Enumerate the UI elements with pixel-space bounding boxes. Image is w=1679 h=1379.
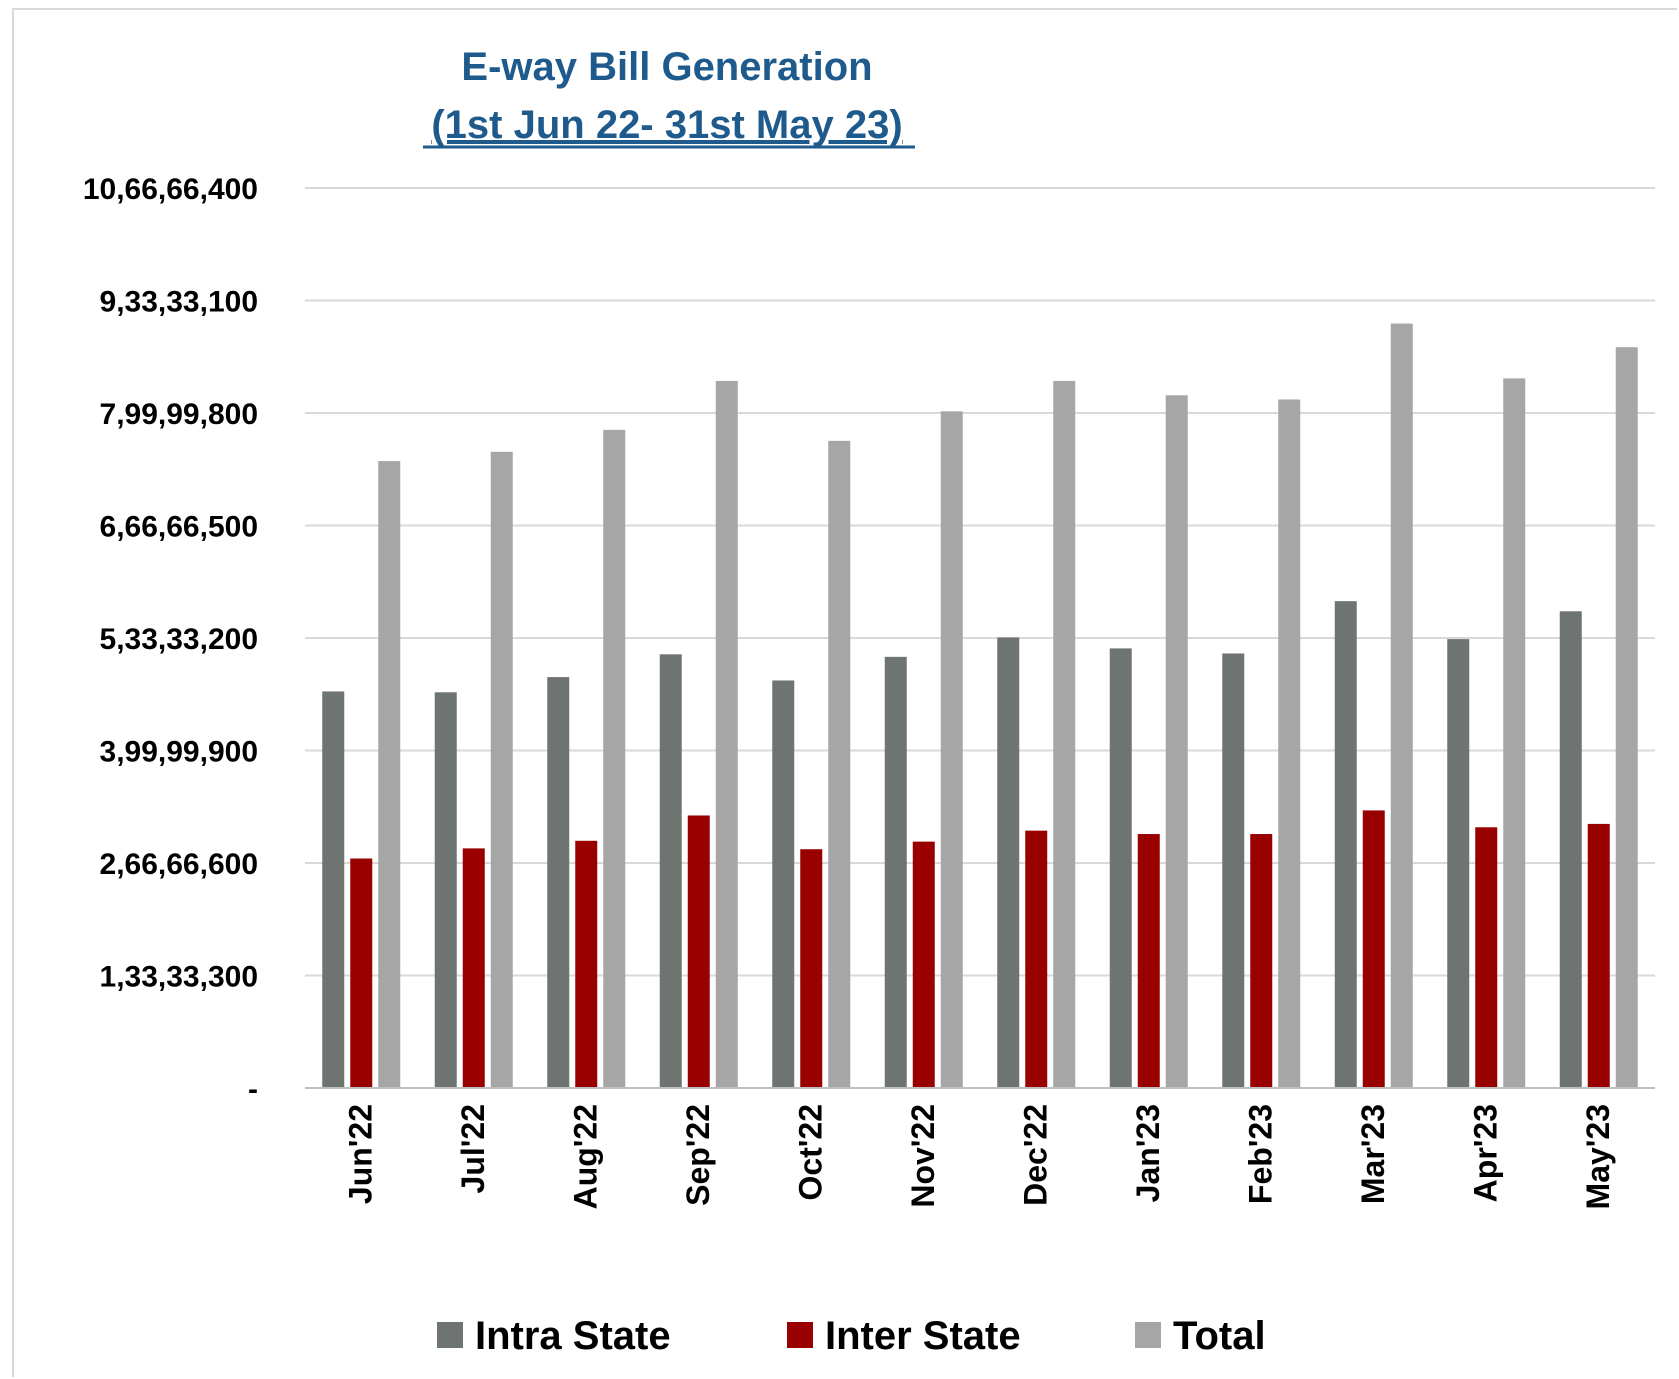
- bar-total: [491, 452, 513, 1088]
- bar-inter-state: [913, 842, 935, 1088]
- bar-inter-state: [463, 848, 485, 1088]
- bar-intra-state: [547, 677, 569, 1088]
- y-tick-label: 9,33,33,100: [100, 286, 258, 319]
- bar-total: [1503, 378, 1525, 1088]
- bar-inter-state: [1588, 824, 1610, 1088]
- bar-intra-state: [997, 637, 1019, 1088]
- x-tick-label: Jun'22: [342, 1104, 378, 1204]
- bar-total: [828, 441, 850, 1088]
- bar-inter-state: [575, 841, 597, 1088]
- bar-inter-state: [1250, 834, 1272, 1088]
- bar-inter-state: [688, 815, 710, 1088]
- y-tick-label: 7,99,99,800: [100, 398, 258, 431]
- bar-total: [1166, 395, 1188, 1088]
- x-tick-label: May'23: [1580, 1104, 1616, 1209]
- bar-inter-state: [350, 858, 372, 1088]
- bar-total: [941, 411, 963, 1088]
- bar-inter-state: [1475, 827, 1497, 1088]
- bar-total: [1278, 399, 1300, 1088]
- bar-total: [716, 381, 738, 1088]
- y-axis-ticks: - 1,33,33,300 2,66,66,600 3,99,99,900 5,33,3…: [83, 173, 258, 1106]
- x-tick-label: Sep'22: [680, 1104, 716, 1206]
- legend-swatch-inter-state: [787, 1322, 813, 1348]
- bar-intra-state: [772, 680, 794, 1088]
- x-tick-label: Jan'23: [1130, 1104, 1166, 1202]
- legend-label-intra-state: Intra State: [475, 1314, 671, 1358]
- x-tick-label: Dec'22: [1017, 1104, 1053, 1206]
- bar-total: [1391, 324, 1413, 1088]
- legend-swatch-total: [1135, 1322, 1161, 1348]
- bar-intra-state: [322, 691, 344, 1088]
- x-tick-label: Mar'23: [1355, 1104, 1391, 1204]
- y-tick-label: 6,66,66,500: [100, 511, 258, 544]
- x-axis-ticks: Jun'22 Jul'22 Aug'22 Sep'22 Oct'22 Nov'22 Dec'…: [342, 1104, 1616, 1209]
- y-tick-label: 3,99,99,900: [100, 736, 258, 769]
- legend-swatch-intra-state: [437, 1322, 463, 1348]
- bar-total: [1053, 381, 1075, 1088]
- x-tick-label: Apr'23: [1467, 1104, 1503, 1202]
- legend-label-inter-state: Inter State: [825, 1314, 1021, 1358]
- y-tick-label: 2,66,66,600: [100, 848, 258, 881]
- bar-total: [603, 430, 625, 1088]
- y-tick-label: 5,33,33,200: [100, 623, 258, 656]
- bar-total: [378, 461, 400, 1088]
- bar-inter-state: [800, 849, 822, 1088]
- chart-title: E-way Bill Generation: [461, 45, 872, 89]
- y-tick-label: 10,66,66,400: [83, 173, 258, 206]
- bar-intra-state: [660, 654, 682, 1088]
- y-tick-label: -: [248, 1073, 258, 1106]
- legend-label-total: Total: [1173, 1314, 1266, 1358]
- bar-intra-state: [1560, 611, 1582, 1088]
- x-tick-label: Oct'22: [792, 1104, 828, 1201]
- chart-title-group: E-way Bill Generation (1st Jun 22- 31st …: [423, 45, 915, 147]
- legend: Intra State Inter State Total: [437, 1314, 1266, 1358]
- bar-total: [1616, 347, 1638, 1088]
- bar-inter-state: [1025, 831, 1047, 1088]
- bar-intra-state: [1335, 601, 1357, 1088]
- bar-intra-state: [1447, 639, 1469, 1088]
- x-tick-label: Nov'22: [905, 1104, 941, 1208]
- bar-intra-state: [885, 657, 907, 1088]
- bar-inter-state: [1138, 834, 1160, 1088]
- x-tick-label: Feb'23: [1242, 1104, 1278, 1204]
- x-tick-label: Jul'22: [455, 1104, 491, 1193]
- bar-intra-state: [1110, 648, 1132, 1088]
- bar-intra-state: [435, 692, 457, 1088]
- bar-inter-state: [1363, 810, 1385, 1088]
- bar-intra-state: [1222, 653, 1244, 1088]
- x-tick-label: Aug'22: [567, 1104, 603, 1209]
- y-tick-label: 1,33,33,300: [100, 961, 258, 994]
- chart-subtitle: (1st Jun 22- 31st May 23): [431, 103, 902, 147]
- bar-layer: [322, 324, 1638, 1088]
